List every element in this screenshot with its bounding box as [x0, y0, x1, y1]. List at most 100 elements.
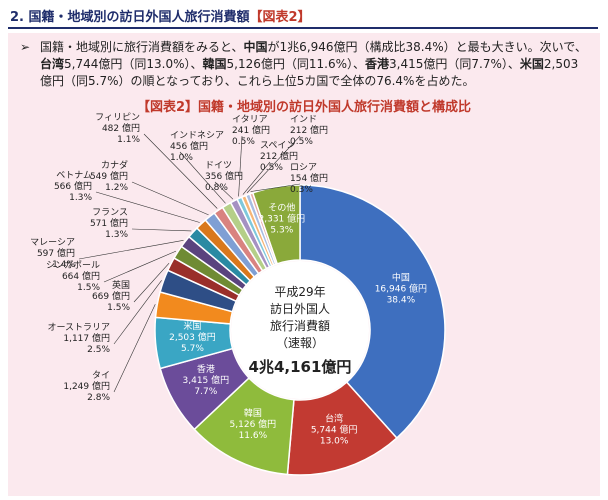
slice-label-13-2: 1.1%: [117, 135, 140, 145]
leader-line-13: [143, 133, 218, 209]
slice-label-15-1: 356 億円: [205, 170, 243, 182]
slice-label-11-1: 566 億円: [54, 180, 92, 192]
slice-label-8-2: 1.5%: [77, 283, 100, 293]
slice-label-18-2: 0.5%: [290, 137, 313, 147]
leader-line-9: [78, 240, 184, 260]
summary-text: 5,126億円（同11.6%）、: [226, 57, 365, 71]
leader-line-16: [238, 135, 243, 197]
leader-line-15: [214, 181, 234, 200]
slice-label-4-1: 2,503 億円: [169, 331, 216, 343]
leader-line-12: [131, 181, 209, 216]
slice-label-19-1: 154 億円: [290, 172, 328, 184]
leader-line-19: [250, 183, 301, 192]
slice-label-9-1: 597 億円: [37, 247, 75, 259]
slice-label-14-0: インドネシア: [170, 130, 224, 141]
center-year: 平成29年: [274, 285, 325, 299]
slice-label-16-2: 0.5%: [232, 137, 255, 147]
slice-label-15-2: 0.8%: [205, 183, 228, 193]
slice-label-13-1: 482 億円: [102, 122, 140, 134]
slice-label-4-0: 米国: [183, 320, 201, 332]
slice-label-20-2: 5.3%: [270, 226, 293, 236]
slice-label-1-0: 台湾: [325, 412, 343, 424]
slice-label-2-2: 11.6%: [239, 431, 268, 441]
slice-label-7-2: 1.5%: [107, 303, 130, 313]
summary-text: 3,415億円（同7.7%）、: [389, 57, 520, 71]
center-label-3: （速報）: [276, 336, 324, 350]
pie-slice-0: [299, 184, 446, 440]
leader-line-18: [246, 135, 301, 194]
slice-label-8-1: 664 億円: [62, 270, 100, 282]
slice-label-18-0: インド: [290, 115, 317, 125]
section-heading-text: 2. 国籍・地域別の訪日外国人旅行消費額: [10, 10, 250, 25]
slice-label-15-0: ドイツ: [205, 161, 232, 171]
slice-label-10-1: 571 億円: [90, 217, 128, 229]
summary-text: が1兆6,946億円（構成比38.4%）と最も大きい。次いで、: [267, 40, 587, 54]
highlight-country: 米国: [519, 57, 544, 71]
slice-label-8-0: シンガポール: [46, 260, 100, 271]
slice-label-5-2: 2.8%: [87, 393, 110, 403]
leader-line-5: [113, 304, 156, 393]
slice-label-17-2: 0.5%: [260, 163, 283, 173]
slice-label-2-0: 韓国: [244, 408, 262, 419]
slice-label-0-2: 38.4%: [387, 295, 416, 305]
leader-line-14: [179, 151, 226, 204]
summary-text: 国籍・地域別に旅行消費額をみると、: [40, 40, 244, 54]
slice-label-5-1: 1,249 億円: [63, 380, 110, 392]
highlight-country: 韓国: [202, 57, 227, 71]
bullet-arrow-icon: ➢: [20, 40, 31, 54]
slice-label-6-2: 2.5%: [87, 345, 110, 355]
leader-line-8: [103, 250, 177, 283]
slice-label-7-1: 669 億円: [92, 290, 130, 302]
slice-label-14-1: 456 億円: [170, 140, 208, 152]
slice-label-1-1: 5,744 億円: [311, 423, 358, 435]
slice-label-4-2: 5.7%: [181, 344, 204, 354]
chart-title: 【図表2】国籍・地域別の訪日外国人旅行消費額と構成比: [136, 100, 472, 115]
slice-label-19-2: 0.3%: [290, 185, 313, 195]
summary-text: 5,744億円（同13.0%）、: [64, 57, 203, 71]
slice-label-20-0: その他: [268, 202, 295, 214]
slice-label-20-1: 2,331 億円: [259, 213, 306, 225]
slice-label-1-2: 13.0%: [320, 436, 349, 446]
slice-label-12-2: 1.2%: [105, 183, 128, 193]
highlight-country: 台湾: [40, 57, 65, 71]
summary-text: 2,503億円（同5.7%）の順となっており、これら上位5カ国で全体の76.4%…: [40, 57, 579, 88]
slice-label-14-2: 1.0%: [170, 153, 193, 163]
leader-line-11: [95, 191, 200, 223]
summary-paragraph: 国籍・地域別に旅行消費額をみると、中国が1兆6,946億円（構成比38.4%）と…: [40, 39, 590, 90]
center-label-2: 旅行消費額: [270, 318, 330, 333]
leader-line-6: [113, 280, 162, 345]
slice-label-3-0: 香港: [197, 363, 215, 375]
slice-label-0-1: 16,946 億円: [375, 282, 427, 294]
section-heading: 2. 国籍・地域別の訪日外国人旅行消費額【図表2】: [10, 6, 311, 25]
slice-label-19-0: ロシア: [290, 163, 317, 173]
highlight-country: 中国: [243, 40, 268, 54]
slice-label-6-1: 1,117 億円: [63, 332, 110, 344]
slice-label-10-0: フランス: [92, 207, 128, 218]
slice-label-16-0: イタリア: [232, 114, 268, 125]
slice-label-5-0: タイ: [92, 370, 110, 381]
center-label-1: 訪日外国人: [270, 301, 330, 316]
slice-label-2-1: 5,126 億円: [230, 418, 277, 430]
slice-label-0-0: 中国: [392, 271, 410, 283]
slice-label-7-0: 英国: [112, 279, 130, 291]
slice-label-11-0: ベトナム: [56, 170, 92, 181]
leader-line-7: [133, 263, 170, 303]
highlight-country: 香港: [365, 57, 390, 71]
slice-label-9-0: マレーシア: [30, 238, 75, 248]
leader-line-17: [242, 161, 271, 195]
figure-tag: 【図表2】: [249, 10, 311, 25]
slice-label-17-1: 212 億円: [260, 150, 298, 162]
slice-label-3-2: 7.7%: [194, 387, 217, 397]
slice-label-9-2: 1.4%: [52, 260, 75, 270]
slice-label-12-1: 549 億円: [90, 170, 128, 182]
slice-label-12-0: カナダ: [101, 159, 128, 171]
leader-line-10: [131, 228, 192, 232]
slice-label-6-0: オーストラリア: [47, 322, 110, 333]
slice-label-11-2: 1.3%: [69, 193, 92, 203]
slice-label-3-1: 3,415 億円: [183, 374, 230, 386]
slice-label-17-0: スペイン: [260, 141, 295, 151]
slice-label-13-0: フィリピン: [95, 112, 140, 123]
center-total: 4兆4,161億円: [249, 358, 352, 376]
slice-label-16-1: 241 億円: [232, 124, 270, 136]
